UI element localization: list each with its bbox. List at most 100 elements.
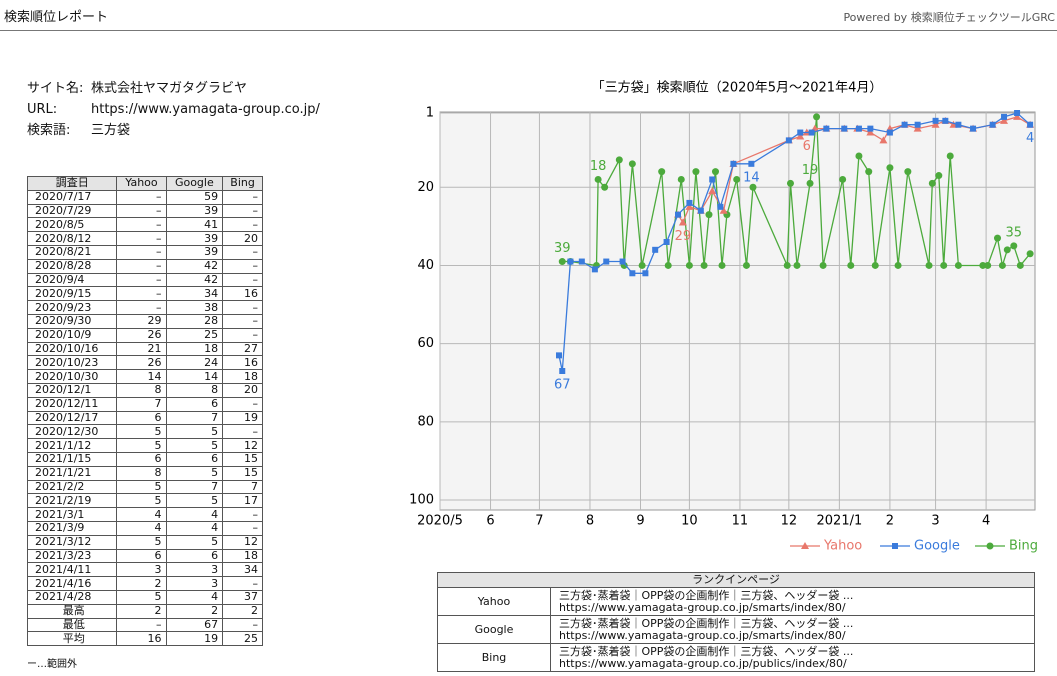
rank-table: ランクインページ Yahoo 三方袋･蒸着袋｜OPP袋の企画制作｜三方袋、ヘッダー袋… <box>437 572 1035 672</box>
marker <box>813 113 821 121</box>
marker <box>742 261 750 269</box>
x-tick-label: 3 <box>931 514 939 529</box>
footnote: ー…範囲外 <box>27 659 77 670</box>
table-cell: 15 <box>222 465 263 481</box>
table-cell: 37 <box>222 589 263 605</box>
column-header: Bing <box>222 176 263 191</box>
marker <box>931 120 940 128</box>
info-row: URL: https://www.yamagata-group.co.jp/ <box>27 99 320 120</box>
table-row: 2020/10/23 26 24 16 <box>26 355 263 371</box>
marker <box>591 266 598 273</box>
table-cell: – <box>222 203 263 219</box>
chart-title: 「三方袋」検索順位（2020年5月～2021年4月） <box>592 80 883 96</box>
marker <box>675 211 681 218</box>
x-tick-label: 12 <box>781 514 798 529</box>
marker <box>708 187 717 195</box>
y-tick-label: 40 <box>417 258 434 273</box>
table-row: 2021/1/15 6 6 15 <box>26 451 263 467</box>
info-value: https://www.yamagata-group.co.jp/ <box>91 102 320 117</box>
table-row: 平均 16 19 25 <box>26 631 263 647</box>
marker <box>986 542 994 550</box>
header-row: ランクインページ <box>437 572 1035 588</box>
page-title: 三方袋･蒸着袋｜OPP袋の企画制作｜三方袋、ヘッダー袋 ... <box>559 616 854 630</box>
data-label: 14 <box>743 170 760 185</box>
table-row: 2020/10/16 21 18 27 <box>26 341 263 357</box>
marker <box>559 368 566 374</box>
report-title: 検索順位レポート <box>4 10 109 25</box>
page-url: https://www.yamagata-group.co.jp/publics… <box>559 656 847 670</box>
legend-label: Yahoo <box>823 539 862 554</box>
page-cell: 三方袋･蒸着袋｜OPP袋の企画制作｜三方袋、ヘッダー袋 ... https://w… <box>550 643 1035 672</box>
page-url: https://www.yamagata-group.co.jp/smarts/… <box>559 600 846 614</box>
marker <box>979 261 987 269</box>
marker <box>806 179 814 187</box>
y-tick-label: 60 <box>417 336 434 351</box>
plot-area <box>439 111 1036 511</box>
table-row: 最高 2 2 2 <box>26 603 263 619</box>
table-cell: 16 <box>116 631 167 647</box>
marker <box>839 175 847 183</box>
marker <box>700 261 708 269</box>
marker <box>801 542 809 549</box>
x-tick-label: 4 <box>982 514 990 529</box>
marker <box>719 206 728 214</box>
marker <box>886 129 893 136</box>
info-label: URL: <box>27 102 58 117</box>
marker <box>733 175 741 183</box>
legend-item: Yahoo <box>790 539 862 554</box>
legend-item: Bing <box>975 539 1038 554</box>
table-row: 2021/2/2 5 7 7 <box>26 479 263 495</box>
marker <box>793 261 801 269</box>
data-label: 19 <box>802 163 819 178</box>
marker <box>867 125 874 132</box>
marker <box>1010 242 1018 250</box>
rank-row: Yahoo 三方袋･蒸着袋｜OPP袋の企画制作｜三方袋、ヘッダー袋 ... http… <box>437 587 1035 616</box>
table-cell: – <box>222 258 263 274</box>
marker <box>615 156 623 164</box>
marker <box>904 168 912 176</box>
marker <box>1027 121 1034 128</box>
table-cell: 2020/12/1 <box>26 382 118 398</box>
x-tick-label: 11 <box>732 514 749 529</box>
marker <box>913 124 922 132</box>
table-row: 2020/8/28–42– <box>26 258 263 274</box>
survey-table: 調査日 Yahoo Google Bing 2020/7/17–59–2020/7/29… <box>26 176 263 647</box>
table-row: 2020/12/11 7 6– <box>26 396 263 412</box>
x-tick-label: 9 <box>636 514 644 529</box>
marker <box>783 261 791 269</box>
table-row: 2020/12/30 5 5– <box>26 424 263 440</box>
marker <box>749 183 757 191</box>
table-row: 最低 –67– <box>26 617 263 633</box>
marker <box>970 125 977 132</box>
marker <box>685 202 694 210</box>
marker <box>652 246 659 253</box>
marker <box>677 175 685 183</box>
marker <box>628 160 636 168</box>
data-label: 6 <box>803 139 811 154</box>
header-row: 調査日 Yahoo Google Bing <box>26 176 263 191</box>
rank-title: ランクインページ <box>437 572 1035 588</box>
info-value: 三方袋 <box>91 123 131 138</box>
marker <box>711 168 719 176</box>
marker <box>567 258 574 265</box>
marker <box>855 125 862 132</box>
table-row: 2020/8/21–39– <box>26 244 263 260</box>
marker <box>685 261 693 269</box>
engine: Bing <box>437 643 551 672</box>
marker <box>796 132 805 140</box>
marker <box>1016 261 1024 269</box>
marker <box>678 218 687 226</box>
marker <box>984 261 992 269</box>
table-row: 2021/4/28 5 4 37 <box>26 589 263 605</box>
series: 39 18 19 35 <box>554 113 1034 269</box>
marker <box>901 121 908 128</box>
marker <box>594 175 602 183</box>
marker <box>658 168 666 176</box>
table-row: 2021/2/19 5 5 17 <box>26 493 263 509</box>
marker <box>730 160 737 167</box>
data-label: 35 <box>1006 225 1023 240</box>
marker <box>697 207 704 214</box>
series-line <box>562 116 1031 267</box>
info-value: 株式会社ヤマガタグラビヤ <box>91 81 248 96</box>
x-tick-label: 2021/1 <box>817 514 863 529</box>
